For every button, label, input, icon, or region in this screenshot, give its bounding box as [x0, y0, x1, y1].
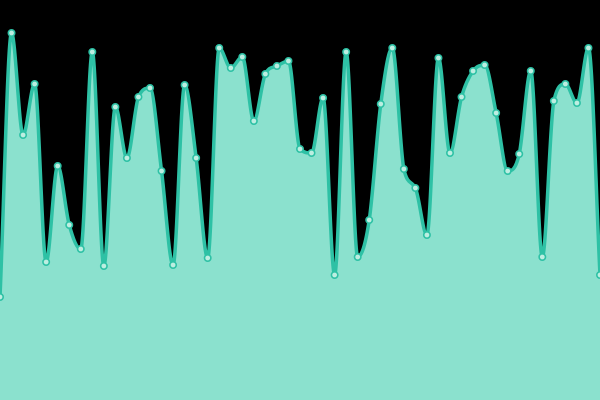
data-point-marker[interactable] — [515, 150, 524, 159]
data-point-marker[interactable] — [134, 93, 143, 102]
data-point-marker[interactable] — [572, 99, 581, 108]
data-point-marker[interactable] — [365, 216, 374, 225]
data-point-marker[interactable] — [399, 165, 408, 174]
data-point-marker[interactable] — [561, 80, 570, 89]
data-point-marker[interactable] — [319, 94, 328, 103]
data-point-marker[interactable] — [457, 93, 466, 102]
data-point-marker[interactable] — [157, 167, 166, 176]
data-point-marker[interactable] — [422, 231, 431, 240]
data-point-marker[interactable] — [480, 60, 489, 69]
data-point-marker[interactable] — [284, 56, 293, 65]
data-point-marker[interactable] — [111, 103, 120, 112]
data-point-marker[interactable] — [88, 47, 97, 56]
data-point-marker[interactable] — [238, 52, 247, 61]
data-point-marker[interactable] — [434, 53, 443, 62]
data-point-marker[interactable] — [7, 28, 16, 37]
data-point-marker[interactable] — [469, 67, 478, 76]
data-point-marker[interactable] — [30, 80, 39, 89]
data-point-marker[interactable] — [492, 109, 501, 118]
area-fill — [0, 33, 600, 400]
data-point-marker[interactable] — [295, 145, 304, 154]
data-point-marker[interactable] — [272, 61, 281, 70]
data-point-marker[interactable] — [445, 149, 454, 158]
data-point-marker[interactable] — [503, 167, 512, 176]
data-point-marker[interactable] — [353, 253, 362, 262]
data-point-marker[interactable] — [249, 117, 258, 126]
data-point-marker[interactable] — [203, 254, 212, 263]
data-point-marker[interactable] — [376, 100, 385, 109]
data-point-marker[interactable] — [146, 84, 155, 93]
data-point-marker[interactable] — [65, 221, 74, 230]
data-point-marker[interactable] — [122, 154, 131, 163]
data-point-marker[interactable] — [388, 43, 397, 52]
data-point-marker[interactable] — [180, 81, 189, 90]
data-point-marker[interactable] — [19, 131, 28, 140]
data-point-marker[interactable] — [584, 43, 593, 52]
data-point-marker[interactable] — [99, 261, 108, 270]
data-point-marker[interactable] — [192, 154, 201, 163]
data-point-marker[interactable] — [342, 47, 351, 56]
data-point-marker[interactable] — [169, 260, 178, 269]
data-point-marker[interactable] — [76, 245, 85, 254]
data-point-marker[interactable] — [330, 270, 339, 279]
data-point-marker[interactable] — [53, 162, 62, 171]
data-point-marker[interactable] — [526, 67, 535, 76]
data-point-marker[interactable] — [226, 64, 235, 73]
data-point-marker[interactable] — [0, 293, 4, 301]
data-point-marker[interactable] — [261, 70, 270, 79]
data-point-marker[interactable] — [538, 253, 547, 262]
data-point-marker[interactable] — [549, 97, 558, 106]
data-point-marker[interactable] — [215, 43, 224, 52]
data-point-marker[interactable] — [307, 149, 316, 158]
data-point-marker[interactable] — [411, 184, 420, 193]
data-point-marker[interactable] — [42, 257, 51, 266]
